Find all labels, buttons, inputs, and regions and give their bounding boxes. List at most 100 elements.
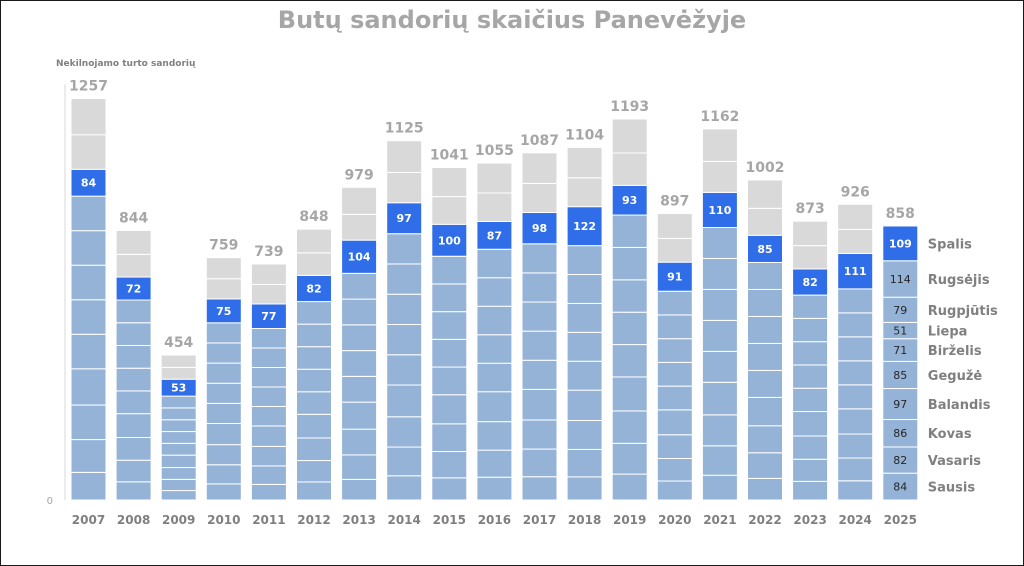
- bar-segment-2017: [521, 476, 558, 501]
- x-tick-label: 2009: [162, 513, 195, 527]
- bar-segment-2022: [747, 207, 783, 236]
- bar-segment-2011: [250, 425, 287, 447]
- bar-segment-2019: [611, 279, 648, 313]
- october-value-label: 91: [667, 271, 682, 284]
- bar-segment-2014: [386, 323, 423, 356]
- total-value-label: 1002: [746, 160, 785, 176]
- total-value-label: 897: [660, 194, 689, 210]
- bar-segment-2018: [566, 360, 603, 391]
- bar-segment-2007: [70, 264, 107, 301]
- total-value-label: 1125: [385, 121, 424, 137]
- bar-segment-2021: [701, 257, 738, 290]
- bar-segment-2012: [296, 228, 332, 254]
- bar-segment-2011: [250, 445, 287, 467]
- bar-segment-2014: [386, 140, 423, 173]
- bar-segment-2022: [747, 288, 783, 317]
- bar-segment-2024: [837, 312, 874, 338]
- bar-segment-2023: [792, 480, 829, 501]
- bar-segment-2014: [386, 171, 423, 204]
- bar-segment-2020: [656, 409, 693, 436]
- bar-segment-2018: [566, 177, 603, 208]
- bar-segment-2012: [296, 437, 332, 462]
- bar-segment-2016: [476, 277, 513, 307]
- bar-segment-2013: [341, 428, 378, 456]
- bar-segment-2017: [521, 243, 558, 274]
- october-value-label: 82: [802, 276, 817, 289]
- bar-segment-2018: [566, 420, 603, 450]
- bar-segment-2008: [115, 481, 152, 501]
- total-value-label: 1104: [565, 127, 604, 143]
- bar-segment-2017: [521, 330, 558, 361]
- bar-segment-2016: [476, 449, 513, 478]
- x-tick-label: 2018: [568, 513, 601, 527]
- bar-segment-2013: [341, 375, 378, 403]
- x-tick-label: 2013: [342, 513, 375, 527]
- total-value-label: 1193: [610, 99, 649, 115]
- bar-segment-2021: [701, 226, 738, 259]
- bar-segment-2019: [611, 152, 648, 186]
- total-value-label: 858: [886, 206, 915, 222]
- x-tick-label: 2007: [72, 513, 105, 527]
- bar-segment-2018: [566, 274, 603, 304]
- bar-segment-2021: [701, 319, 738, 352]
- bar-segment-2024: [837, 433, 874, 459]
- bar-segment-2012: [296, 391, 332, 415]
- legend-month-label: Gegužė: [928, 369, 983, 384]
- segment-value-label: 84: [893, 481, 907, 494]
- x-tick-label: 2017: [523, 513, 556, 527]
- bar-segment-2021: [701, 288, 738, 321]
- legend-month-label: Rugsėjis: [928, 273, 990, 288]
- segment-value-label: 86: [893, 427, 907, 440]
- bar-segment-2020: [656, 213, 693, 239]
- bar-segment-2008: [115, 253, 152, 278]
- legend-month-label: Kovas: [928, 427, 972, 442]
- bar-segment-2007: [70, 439, 107, 473]
- bar-segment-2009: [160, 431, 197, 444]
- bar-october-2019: [611, 184, 648, 216]
- bar-segment-2020: [656, 480, 693, 501]
- october-value-label: 53: [171, 382, 186, 395]
- bar-segment-2025: [882, 388, 919, 421]
- bar-segment-2019: [611, 118, 648, 154]
- bar-segment-2022: [747, 452, 783, 479]
- bar-segment-2011: [250, 483, 287, 501]
- x-tick-label: 2010: [207, 513, 240, 527]
- total-value-label: 1055: [475, 143, 514, 159]
- x-tick-label: 2019: [613, 513, 646, 527]
- bar-segment-2010: [205, 444, 242, 466]
- total-value-label: 926: [841, 184, 870, 200]
- october-value-label: 122: [573, 220, 596, 233]
- bar-segment-2019: [611, 376, 648, 412]
- bar-segment-2012: [296, 368, 332, 393]
- bar-segment-2013: [341, 186, 378, 215]
- bar-segment-2014: [386, 446, 423, 477]
- bar-segment-2015: [431, 283, 468, 313]
- x-tick-label: 2024: [838, 513, 871, 527]
- bar-october-2024: [837, 252, 874, 290]
- bar-segment-2021: [701, 474, 738, 501]
- bar-segment-2025: [882, 472, 919, 501]
- bar-segment-2017: [521, 152, 558, 184]
- bar-segment-2021: [701, 381, 738, 416]
- bar-segment-2012: [296, 413, 332, 439]
- bar-october-2021: [701, 191, 738, 228]
- segment-value-label: 85: [893, 369, 907, 382]
- bar-segment-2024: [837, 336, 874, 362]
- october-value-label: 111: [844, 265, 867, 278]
- bar-october-2011: [250, 303, 287, 330]
- bar-segment-2020: [656, 314, 693, 340]
- bar-segment-2014: [386, 416, 423, 448]
- bar-segment-2011: [250, 366, 287, 388]
- october-value-label: 110: [708, 204, 731, 217]
- bar-segment-2025: [882, 260, 919, 298]
- bar-october-2013: [341, 239, 378, 274]
- bar-segment-2020: [656, 385, 693, 411]
- bar-segment-2010: [205, 402, 242, 424]
- bar-october-2025: [882, 225, 919, 262]
- segment-value-label: 114: [890, 273, 911, 286]
- bar-segment-2023: [792, 317, 829, 343]
- bar-segment-2016: [476, 305, 513, 336]
- total-value-label: 979: [344, 167, 373, 183]
- bar-segment-2018: [566, 389, 603, 422]
- bar-segment-2020: [656, 338, 693, 363]
